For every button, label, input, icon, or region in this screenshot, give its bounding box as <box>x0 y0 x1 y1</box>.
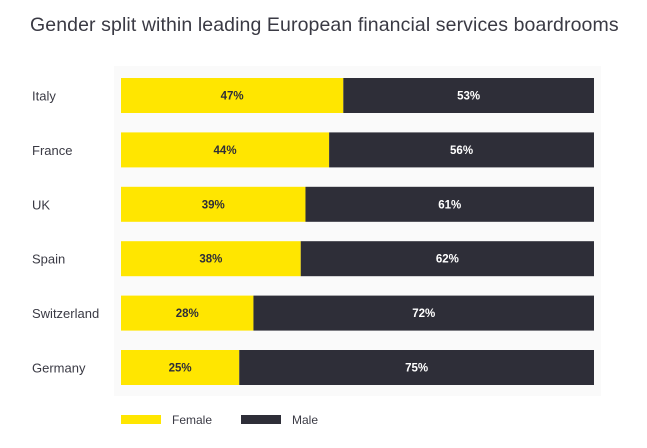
bar-male-spain <box>300 241 594 277</box>
bar-male-italy <box>343 78 594 113</box>
bar-male-uk <box>305 186 594 222</box>
bar-female-spain <box>121 241 301 277</box>
category-label-france: France <box>32 143 72 158</box>
data-label-female-switzerland: 28% <box>176 308 199 320</box>
data-label-female-uk: 39% <box>202 199 225 211</box>
legend-swatch-male <box>241 415 281 424</box>
plot-background <box>114 66 601 396</box>
bar-male-germany <box>239 350 594 385</box>
data-label-male-uk: 61% <box>438 199 461 211</box>
bar-female-italy <box>121 78 344 113</box>
bar-female-switzerland <box>121 295 254 331</box>
data-label-male-spain: 62% <box>436 254 459 266</box>
category-label-italy: Italy <box>32 89 56 104</box>
category-label-spain: Spain <box>32 252 65 267</box>
category-label-switzerland: Switzerland <box>32 306 99 321</box>
legend-swatch-female <box>121 415 161 424</box>
bar-male-switzerland <box>253 295 594 331</box>
data-label-male-germany: 75% <box>405 363 428 375</box>
data-label-female-germany: 25% <box>169 363 192 375</box>
data-label-male-france: 56% <box>450 145 473 157</box>
bar-female-france <box>121 132 330 168</box>
data-label-female-spain: 38% <box>199 254 222 266</box>
category-label-germany: Germany <box>32 361 86 376</box>
category-label-uk: UK <box>32 197 50 212</box>
data-label-male-switzerland: 72% <box>412 308 435 320</box>
data-label-female-italy: 47% <box>221 91 244 103</box>
data-label-female-france: 44% <box>214 145 237 157</box>
data-label-male-italy: 53% <box>457 91 480 103</box>
legend-label-male: Male <box>292 413 318 427</box>
bar-female-uk <box>121 186 306 222</box>
chart-title: Gender split within leading European fin… <box>30 14 619 36</box>
legend-label-female: Female <box>172 413 212 427</box>
bar-male-france <box>329 132 594 168</box>
bar-female-germany <box>121 350 240 385</box>
